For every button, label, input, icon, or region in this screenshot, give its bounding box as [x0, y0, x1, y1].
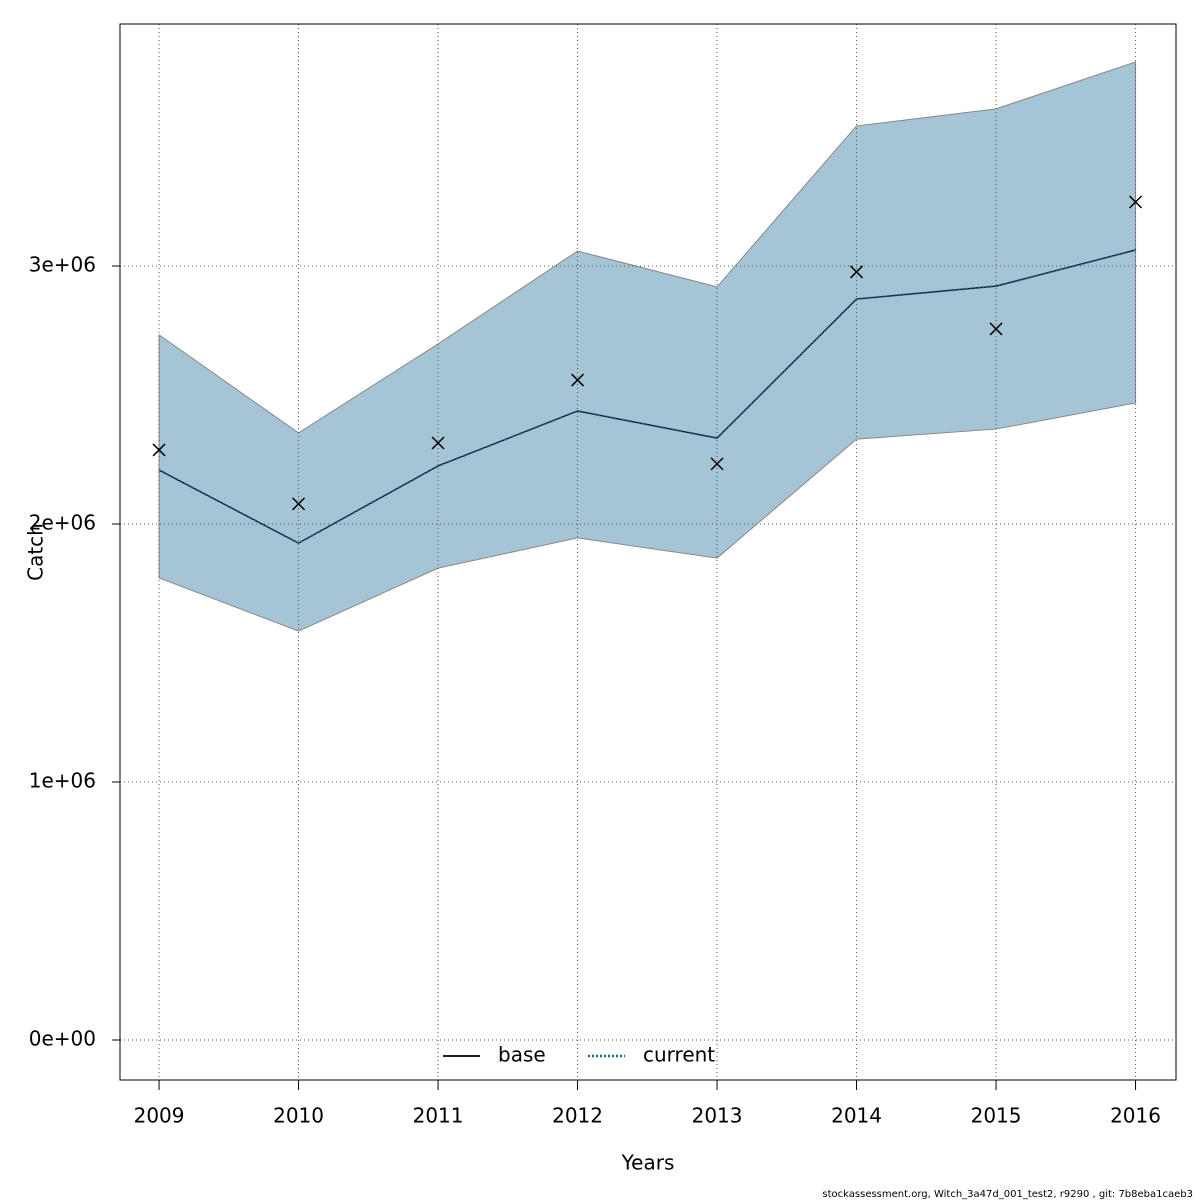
observation	[152, 443, 166, 457]
legend-label: base	[498, 1043, 546, 1067]
observation	[292, 497, 306, 511]
plot-frame	[119, 23, 1177, 1081]
observation	[710, 457, 724, 471]
x-tick-label: 2010	[273, 1104, 324, 1128]
y-tick-label: 2e+06	[29, 511, 96, 535]
x-tick-label: 2012	[552, 1104, 603, 1128]
observation	[431, 436, 445, 450]
x-tick-label: 2015	[971, 1104, 1022, 1128]
y-tick-label: 0e+00	[29, 1027, 96, 1051]
y-axis-label: Catch	[24, 523, 48, 581]
x-tick-label: 2016	[1110, 1104, 1161, 1128]
y-tick-label: 1e+06	[29, 769, 96, 793]
y-tick-label: 3e+06	[29, 253, 96, 277]
x-tick-label: 2013	[692, 1104, 743, 1128]
x-tick-label: 2009	[134, 1104, 185, 1128]
legend-label: current	[643, 1043, 715, 1067]
observation	[1129, 195, 1143, 209]
line-current	[158, 249, 1136, 545]
x-tick-label: 2011	[413, 1104, 464, 1128]
observation	[571, 373, 585, 387]
confidence-band	[158, 61, 1137, 632]
x-tick-label: 2014	[831, 1104, 882, 1128]
observation	[850, 265, 864, 279]
observation	[989, 322, 1003, 336]
footnote: stockassessment.org, Witch_3a47d_001_tes…	[822, 1189, 1193, 1200]
x-axis-label: Years	[621, 1151, 675, 1175]
